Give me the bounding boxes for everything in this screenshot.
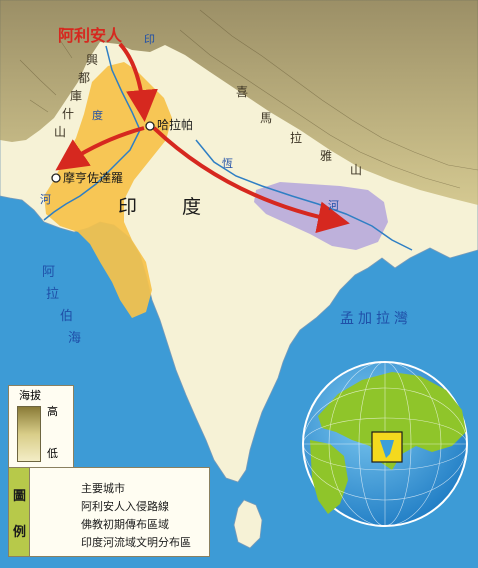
harappa-marker <box>145 121 155 131</box>
globe-africa <box>310 440 348 514</box>
ganges-river-2: 河 <box>328 199 339 212</box>
india-label-2: 度 <box>182 196 202 218</box>
hindu-kush-3: 庫 <box>70 89 83 103</box>
himalaya-1: 喜 <box>236 85 249 99</box>
aryan-label: 阿利安人 <box>58 26 123 45</box>
legend-tab: 圖 例 <box>9 468 30 556</box>
indus-river-line <box>43 45 141 221</box>
legend-item-label: 主要城市 <box>81 482 125 495</box>
map-legend: 圖 例 主要城市 阿利安人入侵路線 佛教初期傳布區域 印度河流域文明分布區 <box>8 467 210 557</box>
indus-river-2: 度 <box>92 109 103 122</box>
locator-globe <box>302 361 468 527</box>
hindu-kush-4: 什 <box>62 107 75 121</box>
legend-item-indus-civilization: 印度河流域文明分布區 <box>35 532 207 549</box>
sri-lanka <box>233 499 263 549</box>
arabian-sea-4: 海 <box>68 331 82 346</box>
indus-river-3: 河 <box>40 193 51 206</box>
bay-of-bengal-label: 孟加拉灣 <box>340 311 412 327</box>
arabian-sea-2: 拉 <box>46 287 60 302</box>
hindu-kush-2: 都 <box>78 71 91 85</box>
elevation-legend-title: 海拔 <box>19 389 41 402</box>
aryan-route-arrow-1 <box>118 42 158 122</box>
ganges-river-line <box>195 139 413 251</box>
legend-item-city: 主要城市 <box>35 478 207 495</box>
legend-tab-char-1: 圖 <box>13 489 27 504</box>
elevation-low-label: 低 <box>47 447 58 460</box>
himalaya-3: 拉 <box>290 131 303 145</box>
himalaya-5: 山 <box>350 163 363 177</box>
indus-river-1: 印 <box>144 33 155 46</box>
hindu-kush-5: 山 <box>54 125 67 139</box>
himalaya-2: 馬 <box>260 111 273 125</box>
hindu-kush-1: 興 <box>86 53 99 67</box>
legend-tab-char-2: 例 <box>13 525 27 540</box>
india-label-1: 印 <box>118 196 138 218</box>
arabian-sea-3: 伯 <box>60 309 74 324</box>
indus-civilization-area <box>44 62 172 318</box>
mountain-ridge-texture <box>19 9 478 189</box>
aryan-route-arrow-2 <box>55 126 145 171</box>
arabian-sea-1: 阿 <box>42 265 56 280</box>
ganges-river-1: 恆 <box>222 157 233 170</box>
legend-item-label: 印度河流域文明分布區 <box>81 536 191 549</box>
elevation-high-label: 高 <box>47 405 58 418</box>
elevation-legend: 海拔 高 低 <box>8 385 74 469</box>
legend-item-buddhism: 佛教初期傳布區域 <box>35 514 207 531</box>
mohenjodaro-label: 摩亨佐達羅 <box>63 171 124 185</box>
himalaya-4: 雅 <box>320 149 333 163</box>
mountain-relief <box>0 0 478 205</box>
harappa-label: 哈拉帕 <box>157 118 194 132</box>
aryan-route-arrow-3 <box>152 126 350 234</box>
legend-item-aryan-route: 阿利安人入侵路線 <box>35 496 207 513</box>
elevation-gradient-bar <box>17 406 41 462</box>
mohenjodaro-marker <box>51 173 61 183</box>
globe-india-shape <box>380 440 394 458</box>
legend-item-label: 阿利安人入侵路線 <box>81 500 169 513</box>
legend-item-label: 佛教初期傳布區域 <box>81 518 169 531</box>
